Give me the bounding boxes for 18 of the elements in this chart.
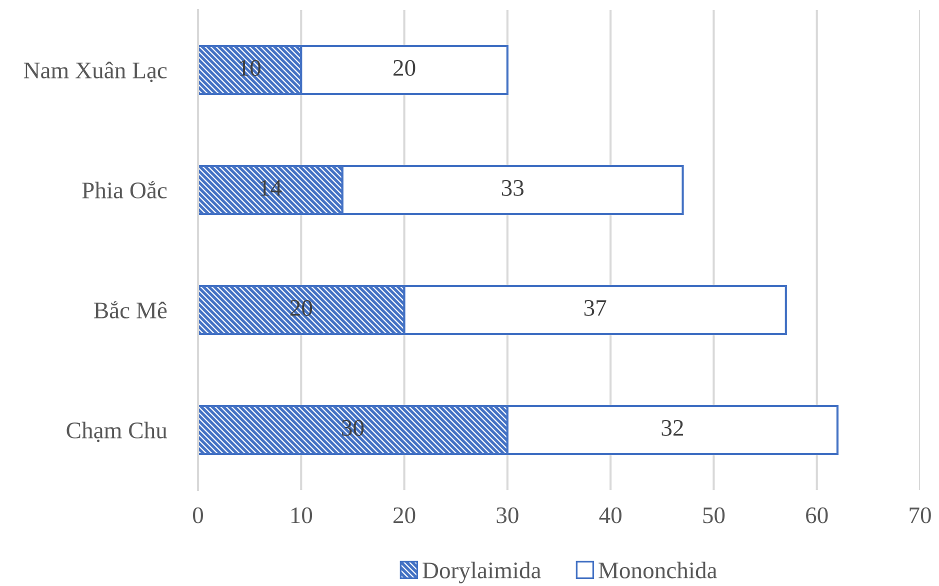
legend-label: Mononchida bbox=[598, 562, 717, 578]
legend-label: Dorylaimida bbox=[422, 562, 541, 584]
data-label: 32 bbox=[662, 420, 683, 436]
x-tick-label: 20 bbox=[394, 507, 416, 524]
x-tick-label: 10 bbox=[291, 507, 312, 524]
x-tick-label: 30 bbox=[496, 507, 518, 524]
x-tick-label: 60 bbox=[806, 507, 828, 524]
data-label: 37 bbox=[584, 300, 606, 316]
x-tick-label: 50 bbox=[703, 507, 725, 524]
y-tick-label: Chạm Chu bbox=[66, 422, 168, 442]
x-tick-label: 70 bbox=[910, 507, 931, 524]
x-tick-label: 0 bbox=[192, 507, 204, 524]
x-tick-label: 40 bbox=[599, 507, 622, 524]
data-label: 33 bbox=[502, 180, 524, 196]
y-tick-label: Nam Xuân Lạc bbox=[24, 62, 167, 82]
data-label: 20 bbox=[394, 60, 416, 76]
y-tick-label: Phia Oắc bbox=[82, 181, 167, 198]
y-tick-label: Bắc Mê bbox=[94, 301, 167, 318]
